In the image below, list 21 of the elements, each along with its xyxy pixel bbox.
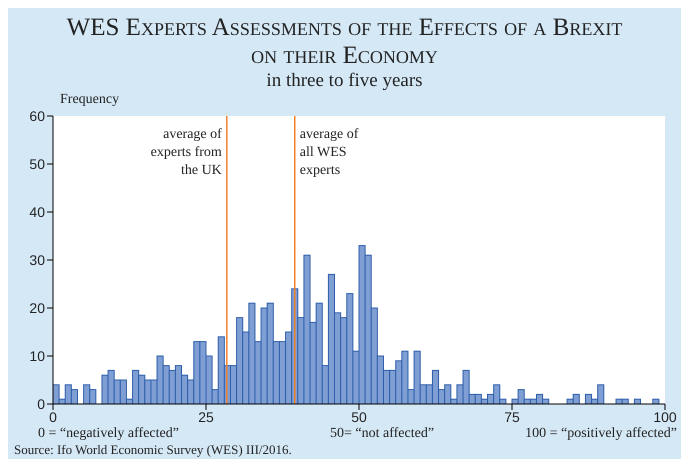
source-note: Source: Ifo World Economic Survey (WES) III/2016.: [13, 442, 293, 457]
text: 100 = “positively affected”: [525, 426, 677, 442]
x-tick-label: 0: [49, 408, 58, 425]
y-tick-label: 60: [29, 108, 46, 124]
y-tick-label: 10: [29, 348, 46, 364]
chart-subtitle: in three to five years: [265, 70, 424, 92]
y-tick-label: 40: [29, 204, 46, 220]
y-tick-label: 50: [29, 156, 46, 172]
y-tick-label: 20: [29, 300, 46, 316]
text: 50= “not affected”: [330, 426, 434, 442]
chart-title: WES Experts Assessments of the Effects of a Brexit on their Economy: [66, 13, 624, 70]
x-tick-label: 100: [653, 408, 677, 425]
x-tick-label: 50: [351, 408, 367, 425]
ref-line-label: average of all WES experts: [300, 127, 359, 178]
ref-line-label: average of experts from the UK: [150, 127, 222, 178]
x-tick-label: 25: [198, 408, 214, 425]
y-axis-title: Frequency: [60, 92, 120, 108]
x-tick-label: 75: [504, 408, 520, 425]
y-tick-label: 0: [37, 396, 46, 412]
y-tick-label: 30: [29, 252, 46, 268]
text: 0 = “negatively affected”: [38, 426, 179, 442]
